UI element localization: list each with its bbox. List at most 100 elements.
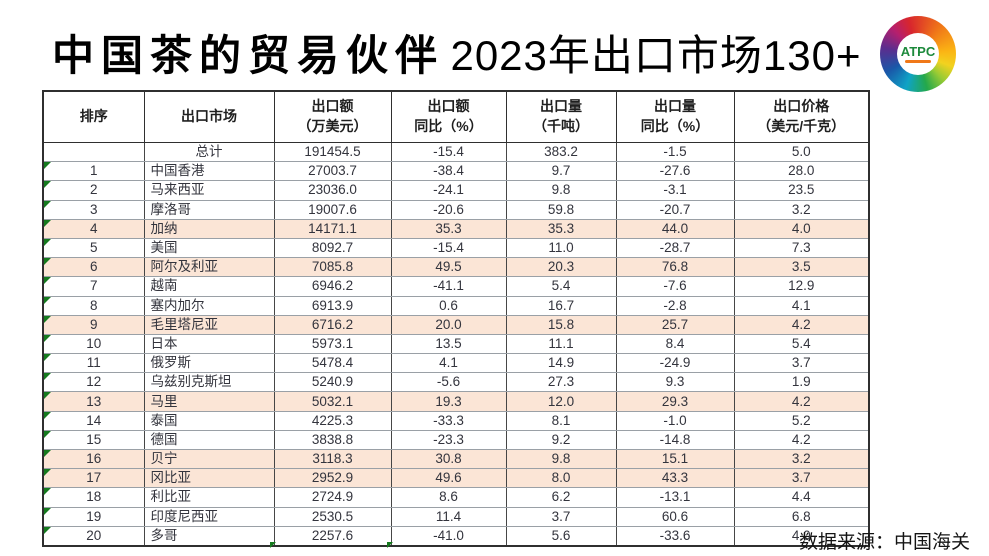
cell-export_volume: 35.3 (505, 218, 617, 239)
cell-value_yoy: 19.3 (390, 391, 507, 412)
cell-export_value: 2257.6 (273, 525, 392, 547)
cell-market: 美国 (143, 237, 275, 259)
cell-market: 多哥 (143, 525, 275, 547)
cell-export_volume: 15.8 (505, 314, 617, 335)
cell-export_value: 2530.5 (273, 506, 392, 527)
table-row: 20 多哥 2257.6 -41.0 5.6 -33.6 4.0 (42, 525, 870, 547)
cell-price: 5.4 (733, 333, 870, 355)
cell-value_yoy: -15.4 (390, 237, 507, 259)
excel-indicator-icon (270, 542, 276, 548)
cell-rank (42, 141, 145, 163)
cell-price: 4.2 (733, 314, 870, 335)
cell-value_yoy: -15.4 (390, 141, 507, 163)
table-row: 15 德国 3838.8 -23.3 9.2 -14.8 4.2 (42, 429, 870, 451)
cell-market: 塞内加尔 (143, 295, 275, 316)
cell-market: 总计 (143, 141, 275, 163)
cell-volume_yoy: -33.6 (615, 525, 735, 547)
cell-rank: 17 (42, 468, 145, 489)
cell-volume_yoy: 9.3 (615, 372, 735, 393)
cell-value_yoy: 35.3 (390, 218, 507, 239)
cell-value_yoy: 11.4 (390, 506, 507, 527)
excel-indicator-icon (44, 297, 51, 304)
table-row: 7 越南 6946.2 -41.1 5.4 -7.6 12.9 (42, 276, 870, 297)
cell-export_value: 6716.2 (273, 314, 392, 335)
column-header-0: 排序 (42, 90, 145, 143)
table-row: 19 印度尼西亚 2530.5 11.4 3.7 60.6 6.8 (42, 506, 870, 527)
table-row: 3 摩洛哥 19007.6 -20.6 59.8 -20.7 3.2 (42, 199, 870, 220)
cell-value_yoy: -41.1 (390, 276, 507, 297)
cell-price: 4.4 (733, 487, 870, 508)
cell-volume_yoy: 15.1 (615, 448, 735, 470)
column-header-5: 出口量 同比（%） (615, 90, 735, 143)
cell-volume_yoy: -20.7 (615, 199, 735, 220)
cell-rank: 16 (42, 448, 145, 470)
excel-indicator-icon (44, 277, 51, 285)
cell-rank: 8 (42, 295, 145, 316)
table-row: 11 俄罗斯 5478.4 4.1 14.9 -24.9 3.7 (42, 353, 870, 374)
cell-market: 中国香港 (143, 161, 275, 182)
cell-price: 5.2 (733, 410, 870, 431)
cell-export_volume: 5.4 (505, 276, 617, 297)
table-row: 6 阿尔及利亚 7085.8 49.5 20.3 76.8 3.5 (42, 257, 870, 278)
cell-value_yoy: -41.0 (390, 525, 507, 547)
table-header: 排序 出口市场 出口额 （万美元） 出口额 同比（%） 出口量 （千吨） 出口量 同比（%） 出口价… (42, 90, 870, 143)
excel-indicator-icon (44, 392, 51, 400)
cell-price: 1.9 (733, 372, 870, 393)
cell-export_volume: 16.7 (505, 295, 617, 316)
cell-value_yoy: 30.8 (390, 448, 507, 470)
cell-market: 加纳 (143, 218, 275, 239)
title-main: 中国茶的贸易伙伴 (52, 32, 445, 79)
cell-export_value: 5032.1 (273, 391, 392, 412)
cell-value_yoy: 13.5 (390, 333, 507, 355)
cell-price: 5.0 (733, 141, 870, 163)
cell-price: 3.2 (733, 448, 870, 470)
excel-indicator-icon (44, 201, 51, 208)
cell-market: 日本 (143, 333, 275, 355)
cell-market: 印度尼西亚 (143, 506, 275, 527)
cell-value_yoy: 49.6 (390, 468, 507, 489)
cell-rank: 15 (42, 429, 145, 451)
cell-volume_yoy: -14.8 (615, 429, 735, 451)
excel-indicator-icon (44, 527, 51, 534)
cell-export_value: 191454.5 (273, 141, 392, 163)
cell-export_value: 27003.7 (273, 161, 392, 182)
cell-price: 4.2 (733, 429, 870, 451)
column-header-1: 出口市场 (143, 90, 275, 143)
cell-export_volume: 27.3 (505, 372, 617, 393)
cell-price: 23.5 (733, 180, 870, 201)
cell-price: 6.8 (733, 506, 870, 527)
trade-table-wrapper: 排序 出口市场 出口额 （万美元） 出口额 同比（%） 出口量 （千吨） 出口量 同比（%） 出口价… (42, 90, 870, 548)
cell-price: 4.1 (733, 295, 870, 316)
cell-volume_yoy: -1.0 (615, 410, 735, 431)
cell-export_value: 19007.6 (273, 199, 392, 220)
column-header-2: 出口额 （万美元） (273, 90, 392, 143)
cell-market: 越南 (143, 276, 275, 297)
excel-indicator-icon (44, 181, 51, 189)
table-row: 1 中国香港 27003.7 -38.4 9.7 -27.6 28.0 (42, 161, 870, 182)
cell-volume_yoy: -27.6 (615, 161, 735, 182)
cell-volume_yoy: 76.8 (615, 257, 735, 278)
excel-indicator-icon (44, 316, 51, 323)
cell-rank: 18 (42, 487, 145, 508)
header-row: 排序 出口市场 出口额 （万美元） 出口额 同比（%） 出口量 （千吨） 出口量 同比（%） 出口价… (42, 90, 870, 143)
excel-indicator-icon (44, 373, 51, 381)
page-title: 中国茶的贸易伙伴 2023年出口市场130+ (52, 22, 862, 83)
cell-market: 俄罗斯 (143, 353, 275, 374)
cell-volume_yoy: -13.1 (615, 487, 735, 508)
cell-export_value: 6946.2 (273, 276, 392, 297)
cell-export_volume: 59.8 (505, 199, 617, 220)
table-row: 8 塞内加尔 6913.9 0.6 16.7 -2.8 4.1 (42, 295, 870, 316)
cell-export_value: 2952.9 (273, 468, 392, 489)
cell-value_yoy: -24.1 (390, 180, 507, 201)
table-row: 10 日本 5973.1 13.5 11.1 8.4 5.4 (42, 333, 870, 355)
cell-export_volume: 11.1 (505, 333, 617, 355)
cell-market: 德国 (143, 429, 275, 451)
cell-export_volume: 11.0 (505, 237, 617, 259)
cell-export_value: 5973.1 (273, 333, 392, 355)
cell-export_value: 3118.3 (273, 448, 392, 470)
cell-value_yoy: 0.6 (390, 295, 507, 316)
cell-export_volume: 3.7 (505, 506, 617, 527)
atpc-logo-swoosh (905, 60, 931, 63)
atpc-logo-text: ATPC (900, 44, 936, 59)
cell-volume_yoy: -3.1 (615, 180, 735, 201)
